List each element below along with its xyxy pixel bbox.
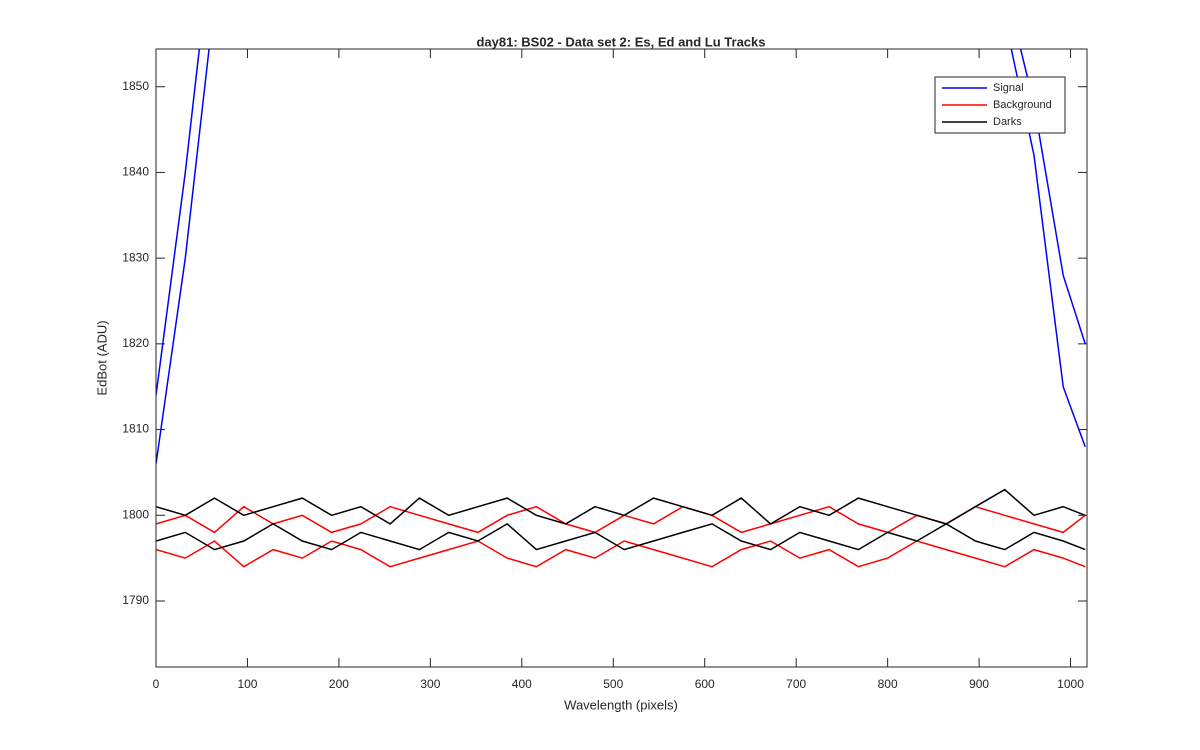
data-line: [156, 540, 1086, 568]
x-tick-label: 500: [603, 677, 623, 691]
x-tick-label: 900: [969, 677, 989, 691]
y-axis-label: EdBot (ADU): [94, 320, 109, 395]
y-tick-label: 1810: [122, 422, 149, 436]
plot-lines: [156, 49, 1086, 568]
x-tick-label: 200: [329, 677, 349, 691]
chart-title: day81: BS02 - Data set 2: Es, Ed and Lu …: [476, 34, 765, 49]
data-line: [156, 49, 1086, 396]
x-axis-label: Wavelength (pixels): [564, 697, 678, 712]
x-tick-label: 700: [786, 677, 806, 691]
y-tick-label: 1790: [122, 593, 149, 607]
legend-label: Darks: [993, 116, 1022, 128]
data-line: [156, 488, 1086, 525]
y-tick-label: 1820: [122, 336, 149, 350]
data-line: [156, 522, 1086, 551]
axes-box: [155, 48, 1088, 668]
y-tick-label: 1830: [122, 250, 149, 264]
x-tick-label: 1000: [1057, 677, 1084, 691]
y-tick-label: 1840: [122, 165, 149, 179]
legend-label: Signal: [993, 82, 1024, 94]
x-tick-label: 600: [695, 677, 715, 691]
x-tick-label: 400: [512, 677, 532, 691]
x-tick-label: 0: [153, 677, 160, 691]
legend-label: Background: [993, 99, 1052, 111]
y-tick-label: 1800: [122, 507, 149, 521]
x-tick-label: 100: [237, 677, 257, 691]
x-tick-label: 300: [420, 677, 440, 691]
x-tick-label: 800: [878, 677, 898, 691]
y-tick-label: 1850: [122, 79, 149, 93]
